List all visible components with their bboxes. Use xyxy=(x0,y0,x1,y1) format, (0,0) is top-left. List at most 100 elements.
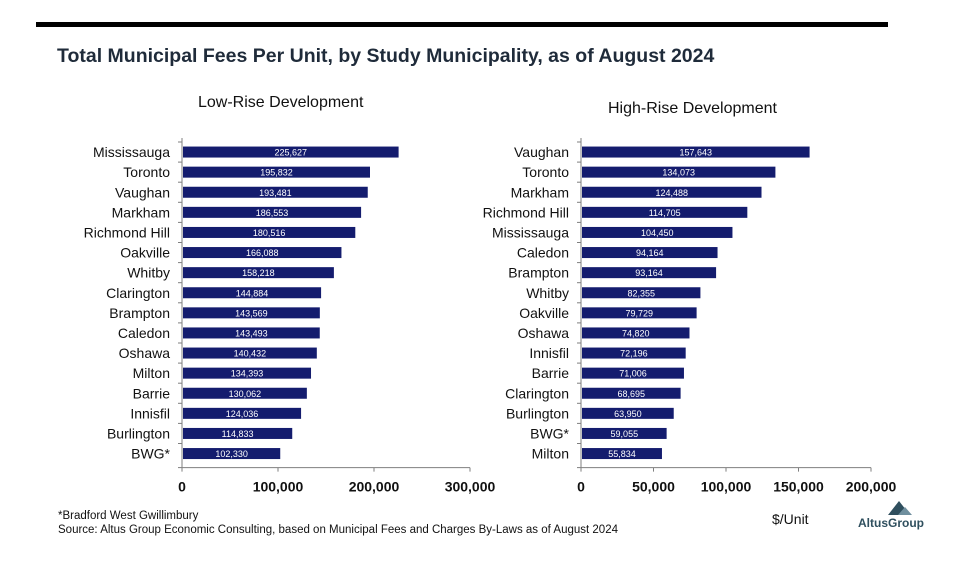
category-label: Whitby xyxy=(127,265,170,281)
bar xyxy=(183,427,293,439)
category-label: Milton xyxy=(532,446,569,462)
bar xyxy=(183,367,312,379)
bar-value-label: 63,950 xyxy=(614,409,642,419)
category-label: Clarington xyxy=(106,285,170,301)
footnote: *Bradford West Gwillimbury xyxy=(58,510,199,522)
category-label: Oshawa xyxy=(518,325,570,341)
bar xyxy=(183,166,370,178)
high-rise-chart-title: High-Rise Development xyxy=(608,100,777,117)
x-tick-label: 100,000 xyxy=(701,479,752,495)
category-label: BWG* xyxy=(530,425,569,441)
bar xyxy=(183,226,356,238)
bar-value-label: 114,705 xyxy=(649,208,681,218)
bar-value-label: 82,355 xyxy=(627,288,655,298)
category-label: Milton xyxy=(133,365,170,381)
category-label: Whitby xyxy=(526,285,569,301)
bar xyxy=(183,448,281,460)
logo-text: AltusGroup xyxy=(858,516,924,530)
bar xyxy=(582,146,810,158)
bar-value-label: 144,884 xyxy=(236,288,269,298)
bar-value-label: 93,164 xyxy=(635,268,663,278)
bar-value-label: 134,393 xyxy=(231,369,264,379)
bar-value-label: 186,553 xyxy=(256,208,289,218)
category-label: Oshawa xyxy=(119,345,171,361)
bar xyxy=(582,247,718,259)
bar xyxy=(582,206,748,218)
bar xyxy=(183,327,320,339)
category-label: Vaughan xyxy=(115,184,170,200)
bar-value-label: 180,516 xyxy=(253,228,286,238)
x-tick-label: 50,000 xyxy=(632,479,675,495)
bar xyxy=(582,427,667,439)
bar-value-label: 124,488 xyxy=(655,188,688,198)
bar-value-label: 59,055 xyxy=(611,429,639,439)
x-tick-label: 0 xyxy=(178,479,186,495)
chart-title: Total Municipal Fees Per Unit, by Study … xyxy=(57,45,715,67)
bar xyxy=(582,226,733,238)
bar xyxy=(582,327,690,339)
category-label: Innisfil xyxy=(130,405,170,421)
x-tick-label: 100,000 xyxy=(253,479,304,495)
bar-value-label: 166,088 xyxy=(246,248,279,258)
x-axis-unit-label: $/Unit xyxy=(772,511,809,527)
category-label: Burlington xyxy=(506,405,569,421)
altus-group-logo: AltusGroup xyxy=(858,499,934,533)
category-label: Oakville xyxy=(519,305,569,321)
category-label: Vaughan xyxy=(514,144,569,160)
bar xyxy=(582,407,674,419)
bar-value-label: 114,833 xyxy=(222,429,254,439)
category-label: Clarington xyxy=(505,385,569,401)
x-tick-label: 200,000 xyxy=(349,479,400,495)
category-label: Toronto xyxy=(123,164,170,180)
category-label: Barrie xyxy=(133,385,171,401)
bar xyxy=(582,448,662,460)
low-rise-chart-title: Low-Rise Development xyxy=(198,94,364,111)
bar-value-label: 104,450 xyxy=(641,228,674,238)
category-label: Caledon xyxy=(118,325,170,341)
bar xyxy=(183,307,320,319)
bar-value-label: 193,481 xyxy=(259,188,292,198)
bar xyxy=(183,206,362,218)
bar xyxy=(183,347,317,359)
bar xyxy=(582,186,762,198)
x-tick-label: 300,000 xyxy=(445,479,496,495)
bar-value-label: 158,218 xyxy=(242,268,275,278)
category-label: Markham xyxy=(511,184,569,200)
bar-value-label: 225,627 xyxy=(275,148,308,158)
category-label: Oakville xyxy=(120,245,170,261)
category-label: BWG* xyxy=(131,446,170,462)
bar-value-label: 124,036 xyxy=(226,409,259,419)
bar xyxy=(183,287,322,299)
category-label: Caledon xyxy=(517,245,569,261)
category-label: Richmond Hill xyxy=(483,204,569,220)
category-label: Mississauga xyxy=(93,144,170,160)
bar xyxy=(183,146,399,158)
category-label: Burlington xyxy=(107,425,170,441)
bar xyxy=(183,186,368,198)
bar-value-label: 74,820 xyxy=(622,328,650,338)
category-label: Mississauga xyxy=(492,224,569,240)
bar-value-label: 143,569 xyxy=(235,308,268,318)
bar-value-label: 140,432 xyxy=(234,349,267,359)
bar-value-label: 55,834 xyxy=(608,449,636,459)
bar-value-label: 102,330 xyxy=(215,449,248,459)
bar xyxy=(183,387,307,399)
bar xyxy=(582,367,684,379)
bar xyxy=(582,287,701,299)
logo-mountain-icon xyxy=(888,501,912,515)
bar-value-label: 195,832 xyxy=(260,168,293,178)
bar-value-label: 157,643 xyxy=(680,148,713,158)
category-label: Brampton xyxy=(508,265,569,281)
bar-value-label: 130,062 xyxy=(229,389,262,399)
top-rule xyxy=(36,22,888,27)
x-tick-label: 0 xyxy=(577,479,585,495)
category-label: Barrie xyxy=(532,365,570,381)
bar-value-label: 143,493 xyxy=(235,328,268,338)
bar xyxy=(582,307,697,319)
bar xyxy=(582,166,776,178)
bar xyxy=(183,267,334,279)
category-label: Innisfil xyxy=(529,345,569,361)
category-label: Brampton xyxy=(109,305,170,321)
